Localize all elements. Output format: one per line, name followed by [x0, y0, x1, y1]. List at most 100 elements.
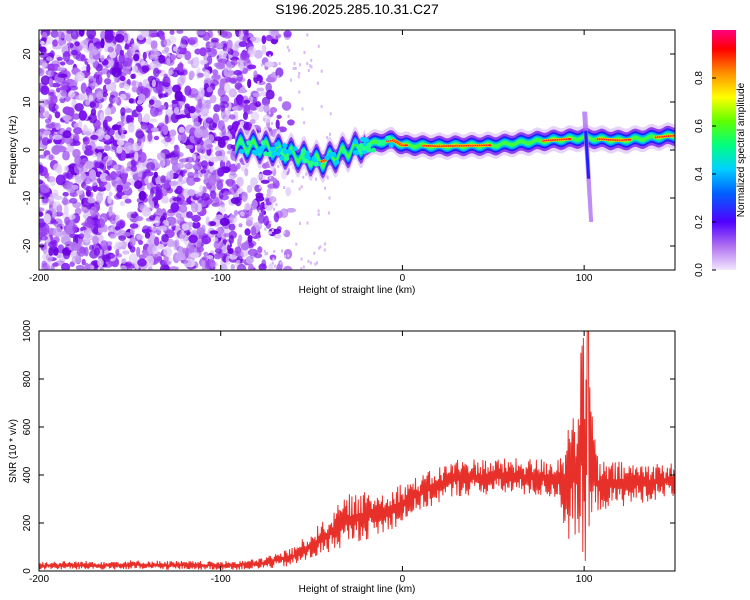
spectrogram-noise-blob	[273, 212, 280, 223]
spectrogram-noise-blob	[242, 34, 248, 42]
spectrogram-noise-blob	[267, 183, 277, 189]
spectrogram-noise-blob	[115, 220, 125, 230]
spectrogram-noise-blob	[75, 71, 85, 82]
spectrogram-noise-blob	[164, 46, 170, 53]
spectrogram-noise-blob	[121, 258, 127, 264]
spectrogram-noise-blob	[140, 30, 150, 38]
spectrogram-noise-blob	[196, 143, 203, 153]
spectrogram-noise-blob	[181, 223, 190, 231]
spectrogram-noise-blob	[53, 195, 64, 200]
spectrogram-noise-blob	[178, 126, 185, 134]
spectrogram-noise-blob	[141, 207, 152, 217]
spectrogram-noise-blob	[52, 189, 59, 198]
spectrogram-noise-blob	[187, 189, 196, 197]
spectrogram-noise-blob	[283, 265, 293, 270]
y-tick-label: 0	[22, 147, 33, 153]
spectrogram-noise-blob	[273, 233, 282, 239]
spectrogram-noise-speck	[273, 197, 275, 201]
y-tick-label: 800	[22, 370, 33, 387]
colorbar-label: Normalized spectral amplitude	[736, 82, 747, 217]
spectrogram-signal-blob	[386, 135, 392, 141]
spectrogram-noise-blob	[88, 75, 95, 82]
spectrogram-noise-blob	[176, 53, 185, 58]
spectrogram-noise-blob	[63, 184, 73, 190]
spectrogram-signal-blob	[282, 148, 288, 154]
spectrogram-noise-blob	[229, 255, 238, 260]
spectrogram-noise-blob	[213, 253, 222, 260]
spectrogram-noise-blob	[170, 202, 180, 213]
spectrogram-signal-band	[235, 131, 675, 171]
spectrogram-noise-blob	[119, 93, 127, 101]
spectrogram-noise-blob	[190, 202, 196, 209]
spectrogram-noise-blob	[278, 96, 283, 102]
spectrogram-noise-blob	[104, 108, 112, 116]
spectrogram-noise-blob	[238, 30, 244, 41]
spectrogram-noise-speck	[277, 75, 280, 79]
y-tick-label: -10	[22, 190, 33, 205]
spectrogram-noise-blob	[108, 191, 113, 197]
spectrogram-noise-blob	[109, 233, 117, 239]
spectrogram-noise-blob	[43, 213, 51, 224]
spectrogram-noise-blob	[150, 40, 158, 50]
spectrogram-noise-blob	[178, 204, 188, 213]
spectrogram-noise-blob	[112, 97, 119, 104]
spectrogram-noise-blob	[243, 99, 251, 104]
spectrogram-noise-blob	[129, 236, 136, 247]
spectrogram-noise-blob	[87, 197, 96, 204]
spectrogram-noise-blob	[137, 171, 143, 177]
spectrogram-noise-blob	[263, 103, 270, 113]
spectrogram-noise-blob	[163, 255, 169, 262]
spectrogram-noise-blob	[81, 66, 88, 71]
spectrogram-noise-blob	[39, 207, 45, 212]
spectrogram-signal-blob	[282, 143, 288, 149]
spectrogram-noise-blob	[39, 211, 44, 217]
spectrogram-noise-speck	[306, 33, 309, 37]
spectrogram-noise-speck	[269, 188, 272, 192]
spectrogram-noise-blob	[226, 180, 234, 187]
spectrogram-noise-blob	[135, 130, 145, 139]
spectrogram-signal-blob	[313, 161, 319, 167]
spectrogram-noise-blob	[252, 92, 261, 98]
spectrogram-noise-blob	[71, 255, 82, 264]
spectrogram-noise-speck	[263, 249, 266, 253]
spectrogram-signal-blob	[380, 140, 386, 146]
spectrogram-noise-blob	[62, 106, 72, 115]
spectrogram-noise-blob	[90, 265, 95, 270]
spectrogram-noise-blob	[174, 144, 180, 156]
spectrogram-noise-blob	[134, 180, 143, 190]
spectrogram-noise-speck	[320, 105, 323, 109]
spectrogram-noise-blob	[228, 163, 239, 173]
spectrogram-noise-blob	[186, 175, 196, 186]
spectrogram-noise-blob	[238, 223, 243, 228]
spectrogram-noise-blob	[70, 30, 79, 40]
spectrogram-signal-blob	[366, 147, 372, 153]
spectrogram-noise-blob	[233, 209, 239, 216]
spectrogram-noise-blob	[247, 64, 257, 70]
spectrogram-noise-blob	[40, 85, 50, 96]
spectrogram-noise-blob	[106, 57, 114, 68]
spectrogram-noise-speck	[327, 211, 330, 215]
spectrogram-noise-blob	[44, 188, 51, 193]
spectrogram-noise-blob	[275, 67, 284, 78]
spectrogram-noise-blob	[227, 248, 234, 254]
spectrogram-noise-blob	[287, 119, 295, 126]
spectrogram-noise-blob	[176, 47, 185, 54]
spectrogram-noise-speck	[273, 34, 276, 38]
spectrogram-noise-blob	[48, 241, 57, 248]
spectrogram-noise-blob	[265, 50, 274, 57]
spectrogram-noise-blob	[104, 43, 109, 53]
spectrogram-noise-blob	[150, 127, 159, 133]
spectrogram-noise-blob	[46, 36, 54, 45]
spectrogram-noise-blob	[250, 177, 258, 188]
spectrogram-noise-blob	[162, 212, 168, 220]
spectrogram-noise-blob	[159, 157, 166, 169]
spectrogram-noise-speck	[266, 251, 269, 255]
spectrogram-noise-blob	[211, 74, 221, 80]
spectrogram-noise-speck	[260, 87, 263, 91]
spectrogram-noise-blob	[219, 101, 229, 109]
spectrogram-signal-blob	[274, 142, 280, 148]
spectrogram-noise-blob	[62, 50, 71, 62]
spectrogram-noise-blob	[174, 90, 183, 102]
spectrogram-noise-blob	[198, 87, 205, 97]
spectrogram-noise-blob	[177, 63, 184, 71]
